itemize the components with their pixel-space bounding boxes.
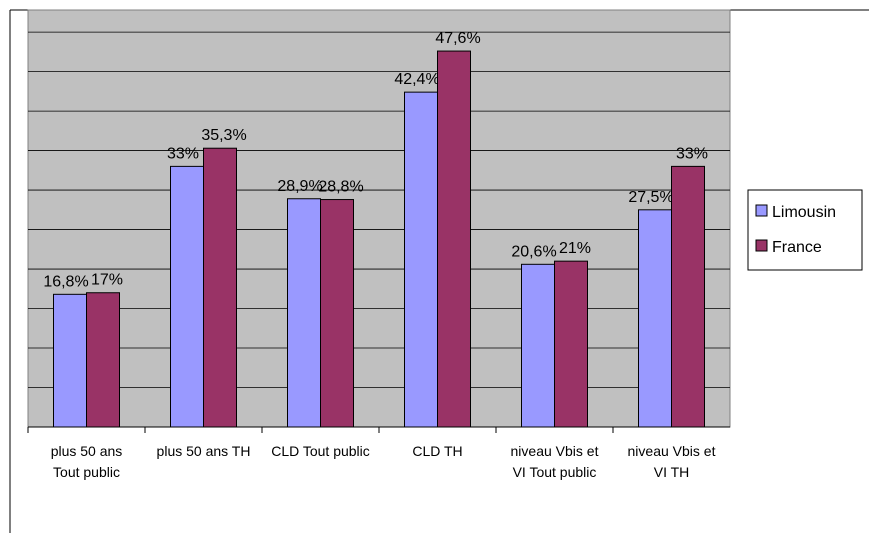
data-label: 33% bbox=[167, 145, 199, 162]
bar bbox=[86, 292, 120, 428]
plot-area bbox=[27, 9, 731, 428]
legend-label: Limousin bbox=[772, 204, 836, 221]
bar bbox=[170, 165, 204, 428]
data-label: 28,9% bbox=[277, 178, 322, 195]
bar bbox=[404, 91, 438, 428]
bar bbox=[203, 147, 237, 428]
data-label: 16,8% bbox=[43, 273, 88, 290]
bar bbox=[437, 50, 471, 428]
data-label: 42,4% bbox=[394, 71, 439, 88]
bar bbox=[554, 260, 588, 428]
bar bbox=[638, 209, 672, 428]
data-label: 47,6% bbox=[435, 30, 480, 47]
legend bbox=[747, 189, 863, 271]
bar bbox=[287, 198, 321, 428]
legend-swatch bbox=[755, 204, 768, 217]
x-tick-label: CLD Tout public bbox=[271, 443, 370, 459]
data-label: 33% bbox=[676, 145, 708, 162]
bar bbox=[53, 293, 87, 428]
data-label: 21% bbox=[559, 240, 591, 257]
data-label: 35,3% bbox=[201, 127, 246, 144]
x-tick-label: CLD TH bbox=[412, 443, 463, 459]
x-tick-label: niveau Vbis et VI Tout public bbox=[510, 443, 599, 480]
bar bbox=[671, 165, 705, 428]
data-label: 27,5% bbox=[628, 189, 673, 206]
x-tick-label: niveau Vbis et VI TH bbox=[627, 443, 716, 480]
bar bbox=[320, 199, 354, 428]
bar bbox=[521, 263, 555, 428]
data-label: 17% bbox=[91, 272, 123, 289]
data-label: 20,6% bbox=[511, 243, 556, 260]
x-tick-label: plus 50 ans TH bbox=[156, 443, 251, 459]
legend-swatch bbox=[755, 239, 768, 252]
data-label: 28,8% bbox=[318, 179, 363, 196]
x-tick-label: plus 50 ans Tout public bbox=[50, 443, 123, 480]
legend-label: France bbox=[772, 239, 822, 256]
